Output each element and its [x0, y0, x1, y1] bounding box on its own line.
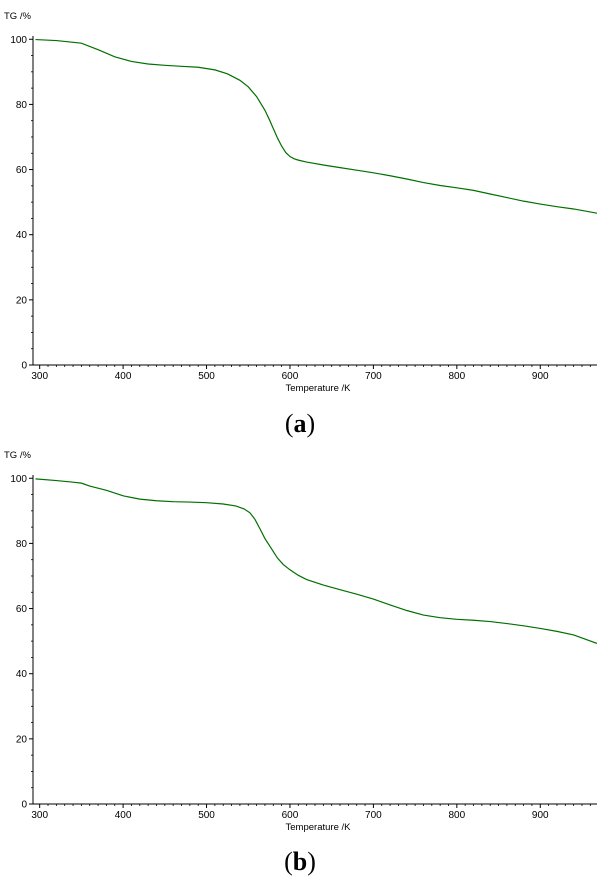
y-tick-label: 20 — [16, 295, 28, 306]
y-tick-label: 80 — [16, 539, 28, 550]
caption-open-paren: ( — [285, 409, 294, 438]
x-tick-label: 500 — [198, 810, 215, 821]
y-tick-label: 100 — [10, 474, 27, 485]
x-tick-label: 300 — [31, 810, 48, 821]
y-axis-title: TG /% — [4, 450, 31, 461]
y-tick-label: 60 — [16, 604, 28, 615]
x-tick-label: 300 — [31, 371, 48, 382]
y-tick-label: 40 — [16, 230, 28, 241]
x-tick-label: 900 — [532, 371, 549, 382]
caption-open-paren: ( — [284, 847, 293, 876]
x-axis-title: Temperature /K — [286, 383, 352, 394]
chart-panel-b: 0 20 40 60 80 100 300 400 500 600 700 800 900 TG /% Te… — [4, 450, 597, 876]
y-tick-label: 40 — [16, 669, 28, 680]
panel-caption: (a) — [285, 409, 315, 438]
caption-letter: a — [294, 409, 307, 438]
y-tick-label: 0 — [21, 800, 27, 811]
caption-close-paren: ) — [307, 847, 316, 876]
x-tick-label: 700 — [365, 371, 382, 382]
x-axis-title: Temperature /K — [286, 822, 352, 833]
panel-caption: (b) — [284, 847, 316, 876]
x-tick-label: 800 — [448, 371, 465, 382]
x-tick-label: 500 — [198, 371, 215, 382]
caption-letter: b — [293, 847, 307, 876]
x-tick-label: 600 — [282, 810, 299, 821]
x-tick-label: 700 — [365, 810, 382, 821]
y-tick-label: 20 — [16, 734, 28, 745]
y-tick-label: 60 — [16, 165, 28, 176]
chart-panel-a: 0 20 40 60 80 100 300 400 500 600 700 800 900 TG /% Te… — [4, 11, 597, 438]
y-tick-label: 0 — [21, 361, 27, 372]
tg-curve-line — [35, 38, 597, 214]
x-tick-label: 900 — [532, 810, 549, 821]
y-tick-label: 80 — [16, 100, 28, 111]
x-tick-label: 400 — [115, 371, 132, 382]
x-tick-label: 400 — [115, 810, 132, 821]
x-tick-label: 600 — [282, 371, 299, 382]
y-tick-label: 100 — [10, 35, 27, 46]
tg-curve-line — [35, 478, 597, 644]
caption-close-paren: ) — [307, 409, 316, 438]
x-tick-label: 800 — [448, 810, 465, 821]
y-axis-title: TG /% — [4, 11, 31, 22]
